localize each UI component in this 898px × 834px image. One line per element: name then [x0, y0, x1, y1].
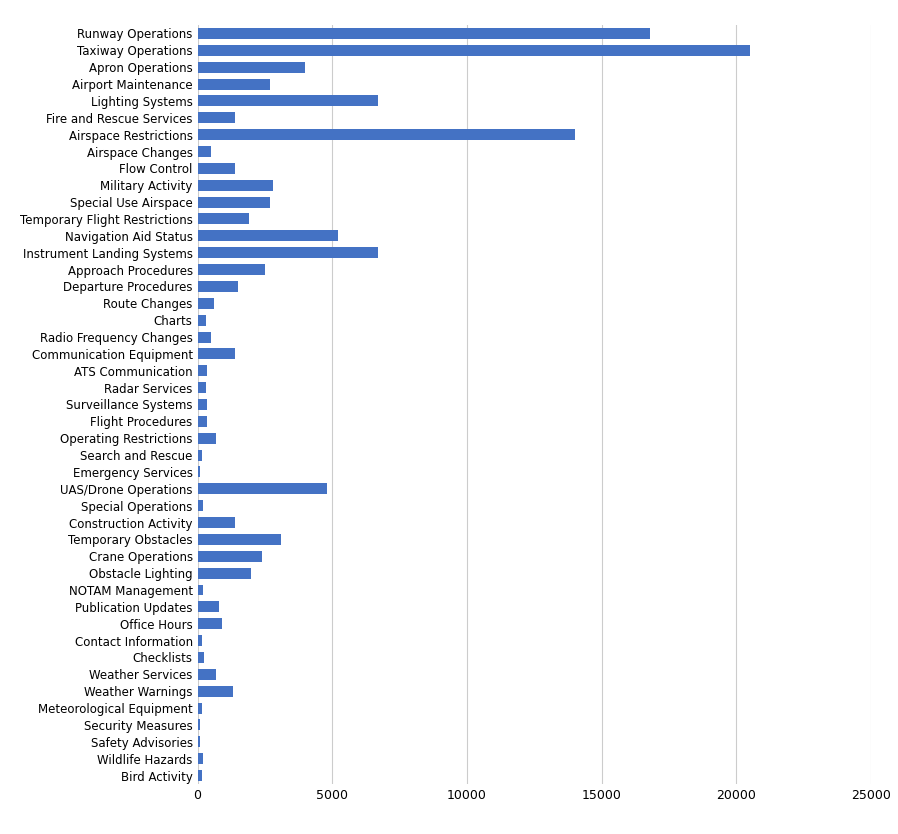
Bar — [198, 652, 205, 663]
Bar — [198, 399, 207, 410]
Bar — [198, 736, 200, 747]
Bar — [198, 416, 207, 427]
Bar — [198, 180, 273, 191]
Bar — [198, 349, 235, 359]
Bar — [198, 466, 200, 477]
Bar — [198, 113, 235, 123]
Bar — [198, 550, 262, 562]
Bar — [198, 450, 201, 460]
Bar — [198, 28, 650, 39]
Bar — [198, 433, 216, 444]
Bar — [198, 382, 206, 393]
Bar — [198, 669, 216, 680]
Bar — [198, 770, 201, 781]
Bar — [198, 618, 222, 629]
Bar — [198, 95, 378, 107]
Bar — [198, 314, 206, 325]
Bar — [198, 230, 338, 241]
Bar — [198, 247, 378, 259]
Bar — [198, 298, 214, 309]
Bar — [198, 585, 203, 595]
Bar — [198, 281, 238, 292]
Bar — [198, 601, 219, 612]
Bar — [198, 702, 201, 714]
Bar — [198, 214, 249, 224]
Bar — [198, 534, 281, 545]
Bar — [198, 686, 233, 696]
Bar — [198, 500, 203, 511]
Bar — [198, 45, 750, 56]
Bar — [198, 146, 211, 157]
Bar — [198, 197, 270, 208]
Bar — [198, 78, 270, 89]
Bar — [198, 264, 265, 275]
Bar — [198, 62, 305, 73]
Bar — [198, 129, 575, 140]
Bar — [198, 484, 327, 495]
Bar — [198, 332, 211, 343]
Bar — [198, 568, 251, 579]
Bar — [198, 753, 203, 764]
Bar — [198, 365, 207, 376]
Bar — [198, 163, 235, 173]
Bar — [198, 636, 201, 646]
Bar — [198, 720, 200, 731]
Bar — [198, 517, 235, 528]
